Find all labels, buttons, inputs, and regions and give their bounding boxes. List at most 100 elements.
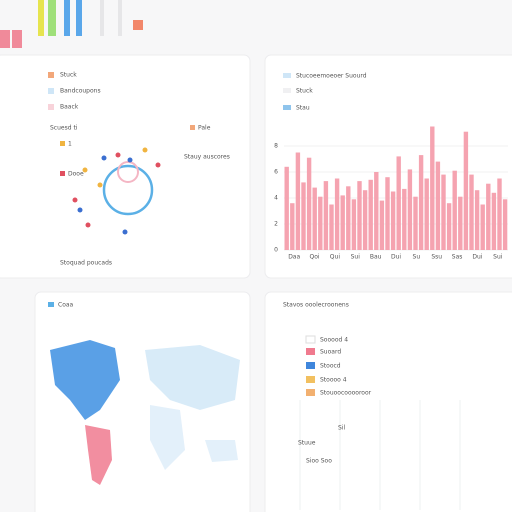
dot <box>72 197 78 203</box>
bar <box>368 179 373 250</box>
dot <box>97 182 103 188</box>
legend-swatch <box>48 302 54 307</box>
region <box>50 340 120 420</box>
note: Sil <box>338 425 345 432</box>
legend-label: Stuck <box>60 72 77 79</box>
bar <box>379 200 385 250</box>
legend-swatch <box>283 105 291 110</box>
y-tick-label: 8 <box>274 143 278 150</box>
dot-label: 1 <box>68 141 72 148</box>
legend-swatch <box>48 72 54 78</box>
dot-label: Dooe <box>68 171 84 178</box>
bar <box>390 191 396 250</box>
region <box>85 425 112 485</box>
x-tick-label: Ssu <box>431 254 442 261</box>
bar <box>385 177 390 250</box>
legend-label: Stoooo 4 <box>320 377 347 384</box>
region <box>150 405 185 470</box>
dot <box>155 162 161 168</box>
panel-header: Scuesd ti <box>50 125 78 132</box>
bar <box>351 199 357 250</box>
dot-swatch <box>60 171 65 176</box>
ring <box>102 164 154 216</box>
note: Sioo Soo <box>306 458 332 465</box>
bar <box>418 155 424 250</box>
dot <box>77 207 83 213</box>
legend-swatch <box>306 362 315 369</box>
dot-swatch <box>60 141 65 146</box>
bar <box>295 152 301 250</box>
bar <box>340 195 345 250</box>
panel-footer: Stoquad poucads <box>60 260 112 267</box>
legend-swatch <box>306 376 315 383</box>
bar <box>318 196 323 250</box>
bar <box>474 190 480 250</box>
region <box>145 345 240 410</box>
y-tick-label: 4 <box>274 195 278 202</box>
bar <box>458 196 463 250</box>
bar <box>306 157 312 250</box>
x-tick-label: Daa <box>288 254 300 261</box>
x-tick-label: Sui <box>493 254 503 261</box>
dot <box>82 167 88 173</box>
note: Stuue <box>298 440 316 447</box>
legend-swatch <box>48 88 54 94</box>
dot <box>142 147 148 153</box>
bar-decor <box>0 30 10 48</box>
bar <box>430 126 435 250</box>
bar <box>334 178 340 250</box>
bar <box>413 196 418 250</box>
bar <box>402 188 407 250</box>
legend-label: Bandcoupons <box>60 88 101 95</box>
bar <box>357 181 362 250</box>
cropped-top-chart <box>0 0 143 48</box>
world-map <box>50 340 240 485</box>
legend-label: Stuck <box>296 88 313 95</box>
bar-decor <box>100 0 104 36</box>
bar <box>491 192 497 250</box>
bar <box>290 203 295 250</box>
bar-decor <box>133 20 143 30</box>
legend-swatch <box>306 348 315 355</box>
bar <box>463 131 469 250</box>
bar-decor <box>118 0 122 36</box>
tag[interactable]: Pale <box>198 125 211 132</box>
x-tick-label: Su <box>413 254 421 261</box>
x-tick-label: Bau <box>370 254 382 261</box>
bar <box>469 174 474 250</box>
bar <box>329 204 334 250</box>
bar <box>486 183 491 250</box>
tag-swatch <box>190 125 195 130</box>
panel-title: Stavos ooolecroonens <box>283 302 349 309</box>
dot <box>122 229 128 235</box>
bar-decor <box>48 0 56 36</box>
legend-swatch <box>283 88 291 93</box>
bar <box>284 166 289 250</box>
bar <box>301 182 306 250</box>
grid-decor <box>299 400 461 510</box>
legend-label: Baack <box>60 104 79 111</box>
bar <box>446 203 452 250</box>
bar <box>441 174 446 250</box>
legend-swatch <box>48 104 54 110</box>
bar-decor <box>38 0 44 36</box>
legend-label: Sooood 4 <box>320 337 348 344</box>
x-tick-label: Qui <box>330 254 341 261</box>
x-tick-label: Sas <box>452 254 463 261</box>
bar-decor <box>64 0 70 36</box>
ring <box>117 161 139 183</box>
bar <box>362 190 368 250</box>
bar <box>407 169 413 250</box>
bar-decor <box>76 0 82 36</box>
x-tick-label: Qoi <box>310 254 320 261</box>
scatter-decor <box>72 147 161 235</box>
panel-title: Coaa <box>58 302 74 309</box>
dot <box>85 222 91 228</box>
dot <box>115 152 121 158</box>
series-label: Stauy auscores <box>184 154 230 161</box>
y-tick-label: 6 <box>274 169 278 176</box>
bar <box>497 178 502 250</box>
legend-label: Suoard <box>320 349 341 356</box>
